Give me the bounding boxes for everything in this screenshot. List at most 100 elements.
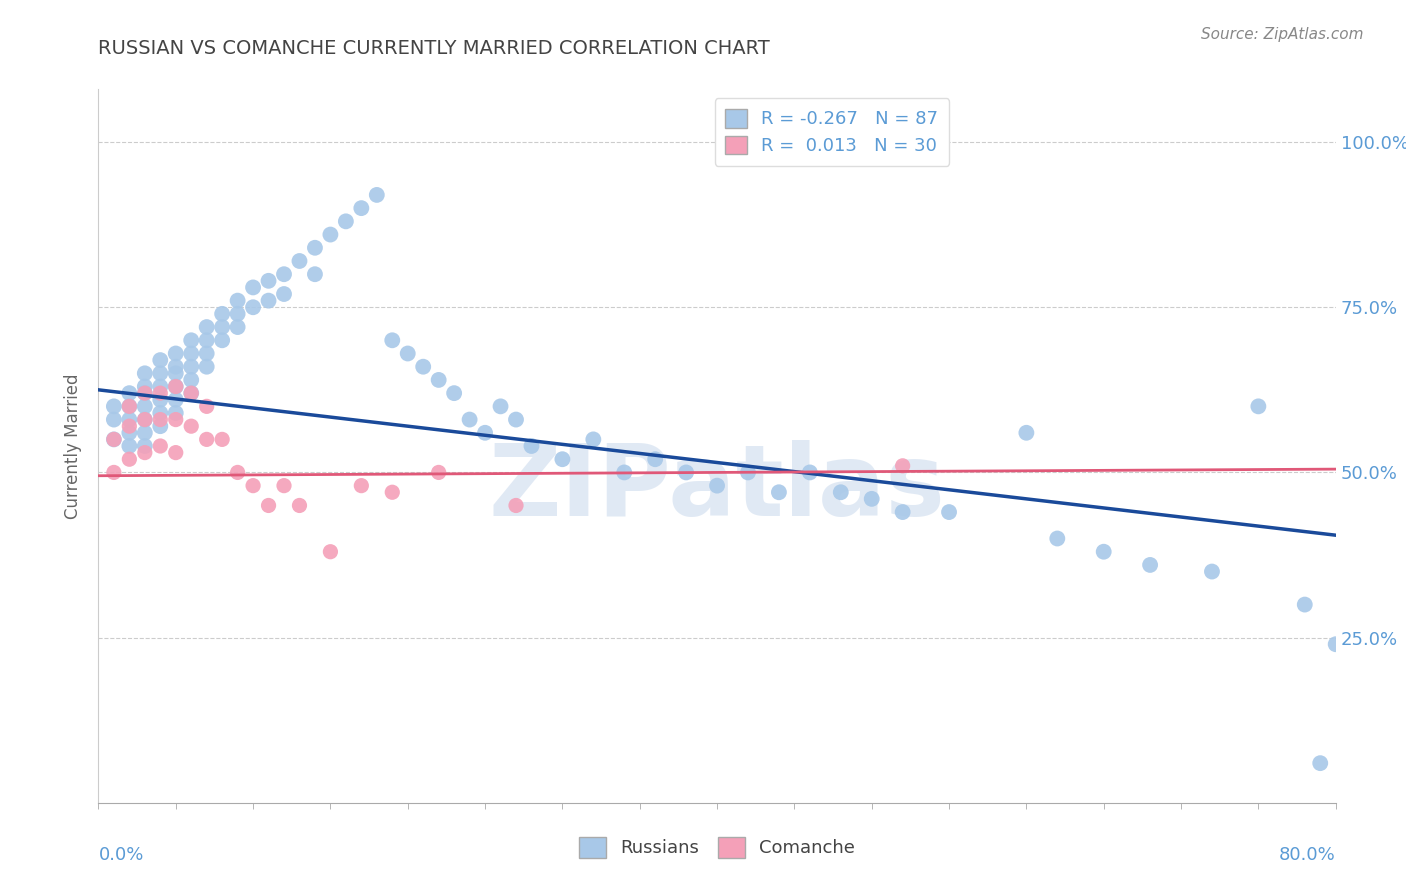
Point — [211, 320, 233, 334]
Point — [288, 254, 311, 268]
Point — [257, 293, 280, 308]
Point — [149, 439, 172, 453]
Text: Source: ZipAtlas.com: Source: ZipAtlas.com — [1201, 27, 1364, 42]
Point — [195, 346, 218, 360]
Text: 0.0%: 0.0% — [98, 846, 143, 863]
Point — [165, 379, 187, 393]
Point — [134, 439, 156, 453]
Point — [381, 485, 404, 500]
Point — [165, 346, 187, 360]
Point — [103, 433, 125, 447]
Point — [103, 400, 125, 414]
Point — [180, 419, 202, 434]
Point — [134, 412, 156, 426]
Text: RUSSIAN VS COMANCHE CURRENTLY MARRIED CORRELATION CHART: RUSSIAN VS COMANCHE CURRENTLY MARRIED CO… — [98, 39, 770, 58]
Point — [149, 392, 172, 407]
Point — [319, 545, 342, 559]
Point — [149, 386, 172, 401]
Point — [737, 466, 759, 480]
Point — [938, 505, 960, 519]
Point — [412, 359, 434, 374]
Point — [180, 346, 202, 360]
Point — [195, 359, 218, 374]
Point — [1139, 558, 1161, 572]
Point — [195, 333, 218, 347]
Point — [180, 386, 202, 401]
Point — [288, 499, 311, 513]
Point — [366, 188, 388, 202]
Point — [1092, 545, 1115, 559]
Point — [180, 333, 202, 347]
Point — [257, 499, 280, 513]
Point — [211, 307, 233, 321]
Point — [474, 425, 496, 440]
Point — [706, 478, 728, 492]
Point — [165, 392, 187, 407]
Point — [149, 367, 172, 381]
Point — [226, 307, 249, 321]
Point — [891, 505, 914, 519]
Point — [165, 379, 187, 393]
Legend: Russians, Comanche: Russians, Comanche — [572, 830, 862, 865]
Point — [1309, 756, 1331, 771]
Point — [211, 433, 233, 447]
Point — [195, 433, 218, 447]
Point — [165, 359, 187, 374]
Point — [118, 386, 141, 401]
Point — [860, 491, 883, 506]
Point — [551, 452, 574, 467]
Point — [1324, 637, 1347, 651]
Point — [118, 400, 141, 414]
Point — [242, 280, 264, 294]
Point — [134, 400, 156, 414]
Point — [149, 379, 172, 393]
Point — [505, 412, 527, 426]
Point — [149, 419, 172, 434]
Point — [381, 333, 404, 347]
Point — [226, 320, 249, 334]
Point — [891, 458, 914, 473]
Point — [180, 386, 202, 401]
Point — [165, 367, 187, 381]
Point — [149, 353, 172, 368]
Point — [335, 214, 357, 228]
Point — [103, 433, 125, 447]
Point — [427, 466, 450, 480]
Point — [103, 412, 125, 426]
Text: ZIPatlas: ZIPatlas — [489, 441, 945, 537]
Point — [396, 346, 419, 360]
Point — [273, 287, 295, 301]
Point — [134, 379, 156, 393]
Point — [134, 425, 156, 440]
Point — [1201, 565, 1223, 579]
Point — [304, 267, 326, 281]
Point — [134, 412, 156, 426]
Point — [180, 359, 202, 374]
Point — [118, 412, 141, 426]
Point — [799, 466, 821, 480]
Point — [257, 274, 280, 288]
Point — [443, 386, 465, 401]
Point — [242, 300, 264, 314]
Point — [226, 466, 249, 480]
Point — [768, 485, 790, 500]
Point — [582, 433, 605, 447]
Point — [118, 439, 141, 453]
Point — [134, 386, 156, 401]
Point — [1046, 532, 1069, 546]
Y-axis label: Currently Married: Currently Married — [65, 373, 83, 519]
Point — [1294, 598, 1316, 612]
Point — [350, 201, 373, 215]
Point — [319, 227, 342, 242]
Text: 80.0%: 80.0% — [1279, 846, 1336, 863]
Point — [103, 466, 125, 480]
Point — [134, 367, 156, 381]
Point — [350, 478, 373, 492]
Point — [613, 466, 636, 480]
Point — [118, 452, 141, 467]
Point — [427, 373, 450, 387]
Point — [226, 293, 249, 308]
Point — [505, 499, 527, 513]
Point — [458, 412, 481, 426]
Point — [211, 333, 233, 347]
